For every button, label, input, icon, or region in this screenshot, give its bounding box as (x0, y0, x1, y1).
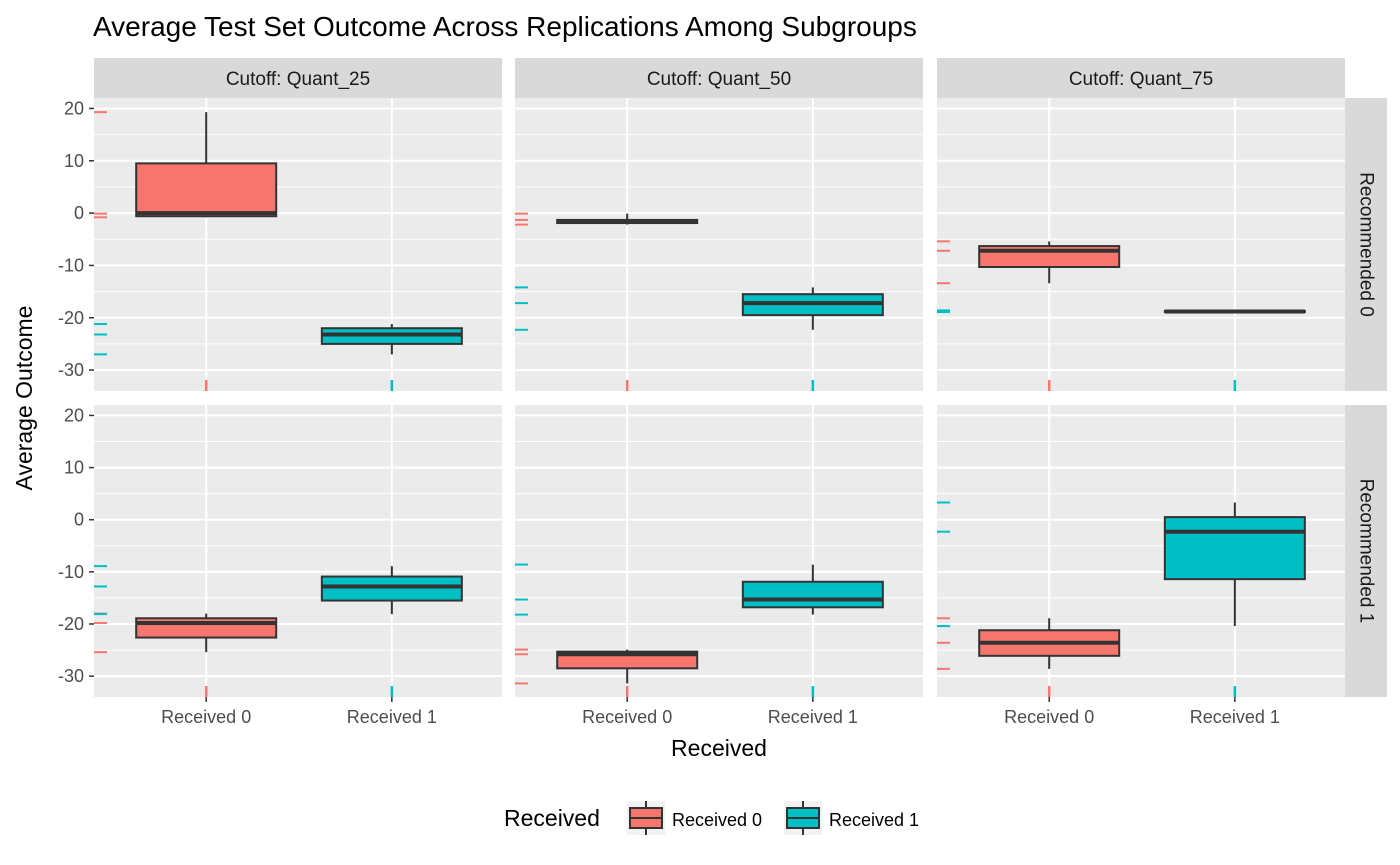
x-tick-label: Received 0 (1004, 707, 1094, 727)
y-tick-label: -30 (58, 360, 84, 380)
x-axis-title: Received (671, 735, 767, 761)
strip-col-1 (94, 58, 502, 98)
y-tick-label: -10 (58, 562, 84, 582)
legend-label: Received 1 (829, 810, 919, 830)
box-received-1 (1163, 516, 1306, 581)
box-received-1 (320, 575, 463, 602)
x-tick-label: Received 0 (161, 707, 251, 727)
y-tick-label: 20 (64, 98, 84, 118)
strip-row-label-1: Recommended 0 (1356, 172, 1377, 317)
legend: Received Received 0 Received 1 (504, 801, 919, 835)
x-tick-label: Received 0 (582, 707, 672, 727)
facet-panels: Cutoff: Quant_25 Cutoff: Quant_50 Cutoff: … (58, 58, 1387, 727)
y-axis-title: Average Outcome (11, 306, 37, 491)
panel-bg-r1c2 (515, 98, 923, 391)
y-tick-label: 20 (64, 405, 84, 425)
y-tick-label: 10 (64, 458, 84, 478)
x-tick-label: Received 1 (768, 707, 858, 727)
x-tick-label: Received 1 (347, 707, 437, 727)
strip-row-1 (1345, 98, 1387, 391)
strip-row-label-2: Recommended 1 (1356, 479, 1377, 624)
panel-bg-r2c1 (94, 405, 502, 697)
x-tick-label: Received 1 (1190, 707, 1280, 727)
panel-bg-r2c2 (515, 405, 923, 697)
legend-title: Received (504, 805, 600, 831)
y-tick-label: 10 (64, 151, 84, 171)
strip-col-label-1: Cutoff: Quant_25 (226, 69, 370, 90)
panel-bg-r1c1 (94, 98, 502, 391)
y-tick-label: -20 (58, 614, 84, 634)
y-tick-label: -10 (58, 255, 84, 275)
chart-title: Average Test Set Outcome Across Replicat… (93, 11, 917, 42)
strip-row-2 (1345, 405, 1387, 697)
y-tick-label: 0 (74, 510, 84, 530)
strip-col-2 (515, 58, 923, 98)
box-received-0 (135, 162, 278, 218)
box-received-1 (741, 580, 884, 609)
y-tick-label: -20 (58, 308, 84, 328)
strip-col-label-3: Cutoff: Quant_75 (1069, 69, 1213, 90)
legend-label: Received 0 (672, 810, 762, 830)
y-tick-label: -30 (58, 666, 84, 686)
strip-col-label-2: Cutoff: Quant_50 (647, 69, 791, 90)
y-tick-label: 0 (74, 203, 84, 223)
panel-bg-r1c3 (937, 98, 1345, 391)
strip-col-3 (937, 58, 1345, 98)
